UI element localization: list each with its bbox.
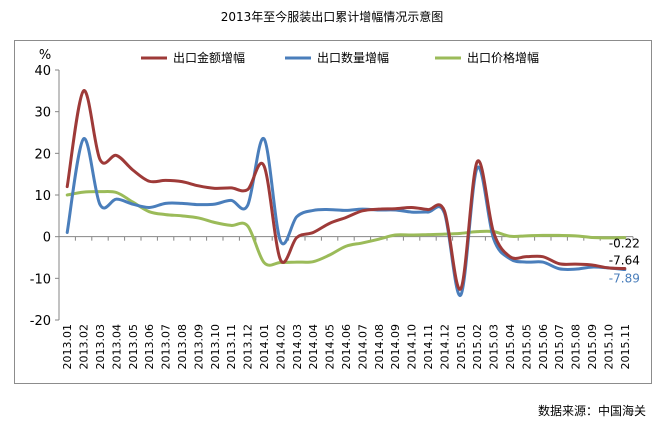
y-unit-label: % (39, 48, 51, 63)
series-line (65, 137, 627, 297)
x-tick-label: 2013.08 (176, 324, 189, 370)
y-tick-label: -10 (30, 272, 51, 287)
x-tick-label: 2014.11 (422, 324, 435, 370)
chart-series (65, 89, 627, 297)
x-tick-label: 2015.07 (553, 324, 566, 370)
x-tick-label: 2015.01 (455, 324, 468, 370)
legend-label: 出口数量增幅 (317, 50, 389, 65)
x-tick-label: 2013.01 (61, 324, 74, 370)
end-value-label: -0.22 (609, 237, 640, 251)
chart-frame: -20 -10 0 10 20 30 40% 2013.01 2013.02 2013.03 201… (14, 40, 652, 384)
x-tick-label: 2014.07 (356, 324, 369, 370)
x-tick-label: 2015.05 (520, 324, 533, 370)
x-tick-label: 2014.02 (274, 324, 287, 370)
end-labels: -7.64 -7.89 -0.22 (609, 237, 640, 286)
x-tick-label: 2015.02 (471, 324, 484, 370)
x-tick-label: 2013.10 (209, 324, 222, 370)
x-tick-label: 2014.05 (324, 324, 337, 370)
x-tick-label: 2013.07 (160, 324, 173, 370)
y-tick-label: 40 (34, 64, 51, 79)
x-tick-label: 2014.09 (389, 324, 402, 370)
x-tick-label: 2015.10 (602, 324, 615, 370)
x-tick-label: 2014.06 (340, 324, 353, 370)
x-tick-label: 2014.12 (438, 324, 451, 370)
x-tick-label: 2014.04 (307, 324, 320, 370)
chart-title: 2013年至今服装出口累计增幅情况示意图 (220, 10, 444, 24)
x-tick-label: 2013.04 (110, 324, 123, 370)
y-tick-label: 0 (43, 231, 51, 246)
x-tick-label: 2013.12 (242, 324, 255, 370)
x-tick-label: 2015.03 (488, 324, 501, 370)
y-tick-label: 20 (34, 147, 51, 162)
x-tick-label: 2015.09 (586, 324, 599, 370)
y-tick-label: 30 (34, 106, 51, 121)
x-tick-label: 2015.08 (570, 324, 583, 370)
y-tick-label: -20 (30, 314, 51, 329)
end-value-label: -7.64 (609, 254, 640, 268)
legend-label: 出口价格增幅 (467, 50, 539, 65)
x-tick-label: 2015.11 (619, 324, 632, 370)
series-line (65, 89, 627, 291)
x-tick-label: 2013.02 (78, 324, 91, 370)
x-tick-label: 2014.08 (373, 324, 386, 370)
x-tick-label: 2015.04 (504, 324, 517, 370)
chart-legend: 出口金额增幅 出口数量增幅 出口价格增幅 (141, 50, 539, 65)
series-line (65, 189, 627, 267)
x-tick-label: 2013.05 (127, 324, 140, 370)
x-tick-label: 2014.03 (291, 324, 304, 370)
end-value-label: -7.89 (609, 272, 640, 286)
x-tick-label: 2013.03 (94, 324, 107, 370)
x-tick-label: 2015.06 (537, 324, 550, 370)
x-tick-label: 2013.06 (143, 324, 156, 370)
x-tick-label: 2013.11 (225, 324, 238, 370)
y-tick-label: 10 (34, 189, 51, 204)
legend-label: 出口金额增幅 (173, 50, 245, 65)
data-source: 数据来源：中国海关 (537, 404, 646, 418)
x-tick-label: 2014.10 (406, 324, 419, 370)
x-tick-label: 2013.09 (192, 324, 205, 370)
x-tick-label: 2014.01 (258, 324, 271, 370)
